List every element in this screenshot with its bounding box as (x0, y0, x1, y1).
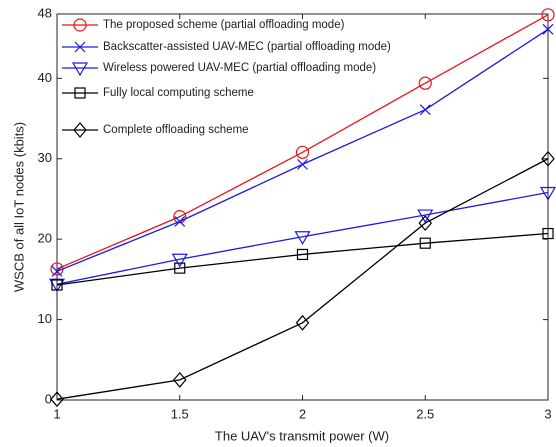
marker (419, 237, 431, 249)
x-tick-label: 2 (299, 406, 306, 421)
marker (296, 248, 309, 261)
series-line (56, 191, 549, 285)
marker (542, 227, 554, 240)
marker (419, 104, 431, 116)
marker (294, 231, 311, 245)
marker (171, 253, 188, 268)
marker (295, 314, 310, 331)
marker (51, 279, 63, 291)
x-axis-label: The UAV's transmit power (W) (215, 428, 389, 443)
marker (418, 76, 432, 90)
marker (539, 186, 556, 201)
marker (50, 391, 64, 408)
y-tick-label: 10 (38, 311, 52, 326)
marker (541, 8, 555, 22)
legend-marker (73, 122, 87, 138)
marker (172, 371, 187, 388)
series-line (56, 158, 549, 400)
marker (418, 215, 433, 232)
y-tick-label: 0 (45, 391, 52, 406)
x-tick-label: 1.5 (171, 406, 189, 421)
marker (174, 216, 186, 227)
marker (541, 150, 555, 167)
legend-marker (74, 41, 86, 53)
marker (417, 209, 434, 224)
y-tick-label: 30 (38, 150, 52, 165)
legend-label: Complete offloading scheme (103, 124, 249, 136)
y-tick-label: 48 (38, 5, 52, 20)
x-tick-label: 3 (544, 406, 551, 421)
y-axis-label: WSCB of all IoT nodes (kbits) (11, 122, 26, 292)
marker (295, 145, 310, 159)
marker (51, 265, 63, 277)
legend-label: The proposed scheme (partial offloading … (103, 19, 345, 31)
legend-marker (71, 62, 89, 77)
y-tick-label: 40 (38, 70, 52, 85)
marker (542, 23, 554, 35)
x-tick-label: 1 (53, 406, 60, 421)
legend-label: Fully local computing scheme (103, 87, 254, 99)
legend-label: Wireless powered UAV-MEC (partial offloa… (103, 62, 376, 74)
legend-marker (74, 87, 86, 99)
marker (297, 158, 308, 170)
legend-label: Backscatter-assisted UAV-MEC (partial of… (103, 41, 391, 53)
legend-marker (73, 18, 87, 32)
series-line (56, 232, 549, 286)
y-tick-label: 20 (38, 231, 52, 246)
x-tick-label: 2.5 (416, 406, 434, 421)
series-line (56, 14, 549, 270)
marker (174, 262, 186, 274)
marker (173, 210, 187, 224)
marker (48, 278, 66, 293)
